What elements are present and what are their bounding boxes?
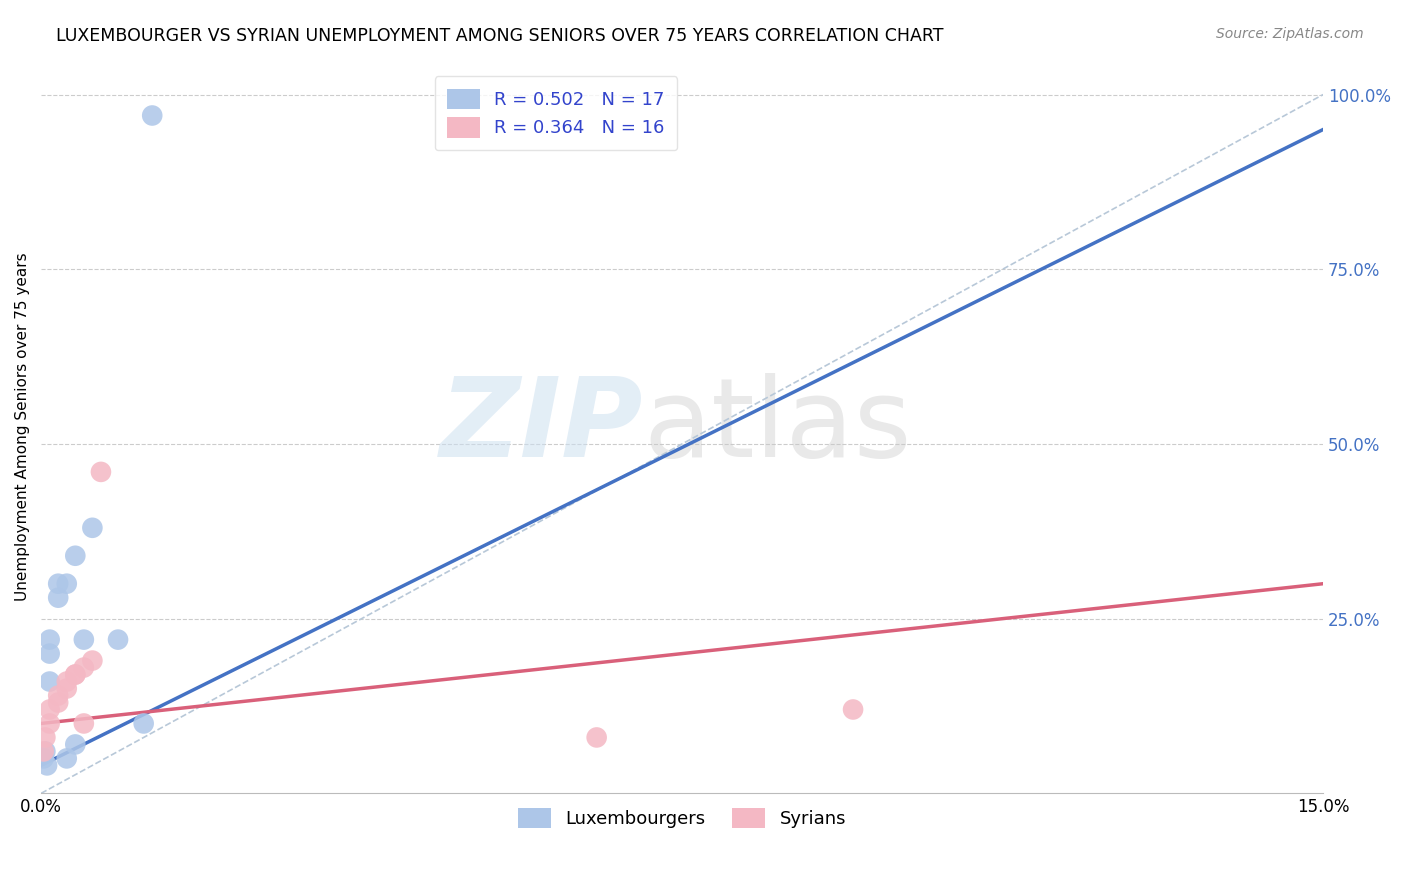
Point [132, 716, 155, 731]
Point [38, 632, 60, 647]
Point [38, 674, 60, 689]
Point [38, 702, 60, 716]
Point [34, 731, 56, 745]
Point [38, 716, 60, 731]
Point [32, 744, 55, 758]
Point [46, 576, 69, 591]
Point [107, 632, 129, 647]
Point [73, 660, 96, 674]
Point [34, 744, 56, 758]
Text: LUXEMBOURGER VS SYRIAN UNEMPLOYMENT AMONG SENIORS OVER 75 YEARS CORRELATION CHAR: LUXEMBOURGER VS SYRIAN UNEMPLOYMENT AMON… [56, 27, 943, 45]
Point [55, 681, 77, 696]
Point [46, 696, 69, 710]
Y-axis label: Unemployment Among Seniors over 75 years: Unemployment Among Seniors over 75 years [15, 252, 30, 601]
Point [585, 731, 607, 745]
Text: Source: ZipAtlas.com: Source: ZipAtlas.com [1216, 27, 1364, 41]
Point [82, 654, 104, 668]
Point [141, 108, 163, 122]
Point [73, 632, 96, 647]
Point [55, 576, 77, 591]
Point [55, 674, 77, 689]
Point [46, 591, 69, 605]
Point [65, 549, 87, 563]
Point [65, 667, 87, 681]
Legend: Luxembourgers, Syrians: Luxembourgers, Syrians [512, 800, 853, 836]
Text: ZIP: ZIP [440, 373, 644, 480]
Point [35, 758, 58, 772]
Point [842, 702, 865, 716]
Point [55, 751, 77, 765]
Point [90, 465, 112, 479]
Point [82, 521, 104, 535]
Point [65, 738, 87, 752]
Point [32, 751, 55, 765]
Point [46, 689, 69, 703]
Point [65, 667, 87, 681]
Text: atlas: atlas [644, 373, 912, 480]
Point [38, 647, 60, 661]
Point [73, 716, 96, 731]
